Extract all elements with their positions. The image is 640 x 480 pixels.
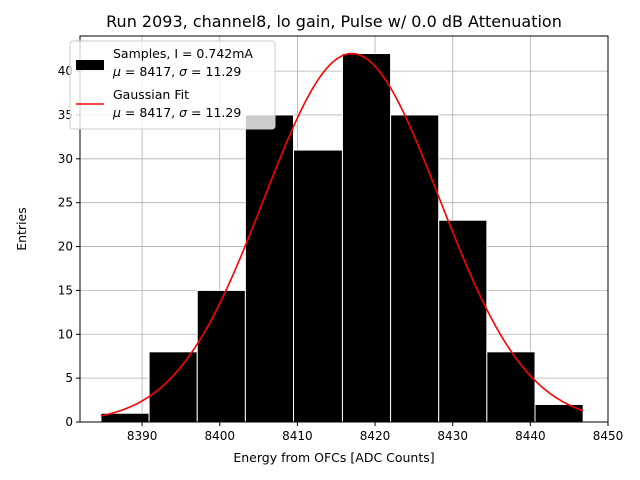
mu-symbol: μ — [112, 105, 121, 120]
sigma-symbol: σ — [179, 64, 188, 79]
y-tick-label: 20 — [58, 240, 73, 254]
plot-frame — [79, 35, 609, 423]
y-tick-label: 25 — [58, 196, 73, 210]
x-axis-label: Energy from OFCs [ADC Counts] — [233, 450, 434, 465]
histogram-bars — [100, 53, 584, 423]
histogram-bar — [148, 351, 198, 423]
histogram-bar — [293, 149, 343, 423]
x-tick-label: 8400 — [204, 429, 235, 443]
sigma-value: = 11.29 — [187, 64, 241, 79]
x-tick-label: 8450 — [593, 429, 624, 443]
x-tick-label: 8410 — [282, 429, 313, 443]
y-tick-label: 10 — [58, 327, 73, 341]
x-axis-ticks: 8390 8400 8410 8420 8430 8440 8450 — [127, 422, 623, 443]
gaussian-fit-line — [100, 52, 584, 417]
histogram-bar — [341, 53, 392, 423]
y-tick-label: 5 — [65, 371, 73, 385]
histogram-bar — [486, 351, 536, 423]
y-tick-label: 40 — [58, 64, 73, 78]
legend-samples-label: Samples, I = 0.742mA — [113, 46, 253, 61]
legend-fit-stats: μ = 8417, σ = 11.29 — [112, 105, 241, 120]
histogram-bar — [244, 114, 295, 423]
mu-value: = 8417, — [121, 64, 179, 79]
mu-value: = 8417, — [121, 105, 179, 120]
legend-samples-swatch — [76, 60, 104, 70]
histogram-bar — [534, 403, 584, 423]
histogram-bar — [196, 289, 246, 423]
legend-box — [69, 40, 276, 130]
x-tick-label: 8390 — [127, 429, 158, 443]
legend: Samples, I = 0.742mA μ = 8417, σ = 11.29… — [69, 40, 276, 130]
histogram-bar — [438, 219, 488, 423]
y-tick-label: 0 — [65, 415, 73, 429]
y-axis-label: Entries — [14, 207, 29, 251]
x-tick-label: 8420 — [360, 429, 391, 443]
y-axis-ticks: 0 5 10 15 20 25 30 35 40 — [58, 64, 80, 429]
legend-samples-stats: μ = 8417, σ = 11.29 — [112, 64, 241, 79]
mu-symbol: μ — [112, 64, 121, 79]
sigma-value: = 11.29 — [187, 105, 241, 120]
chart-title: Run 2093, channel8, lo gain, Pulse w/ 0.… — [106, 12, 562, 31]
y-tick-label: 15 — [58, 283, 73, 297]
x-tick-label: 8440 — [515, 429, 546, 443]
x-tick-label: 8430 — [437, 429, 468, 443]
y-tick-label: 35 — [58, 108, 73, 122]
legend-fit-label: Gaussian Fit — [113, 87, 189, 102]
y-tick-label: 30 — [58, 152, 73, 166]
histogram-bar — [390, 114, 440, 423]
sigma-symbol: σ — [179, 105, 188, 120]
